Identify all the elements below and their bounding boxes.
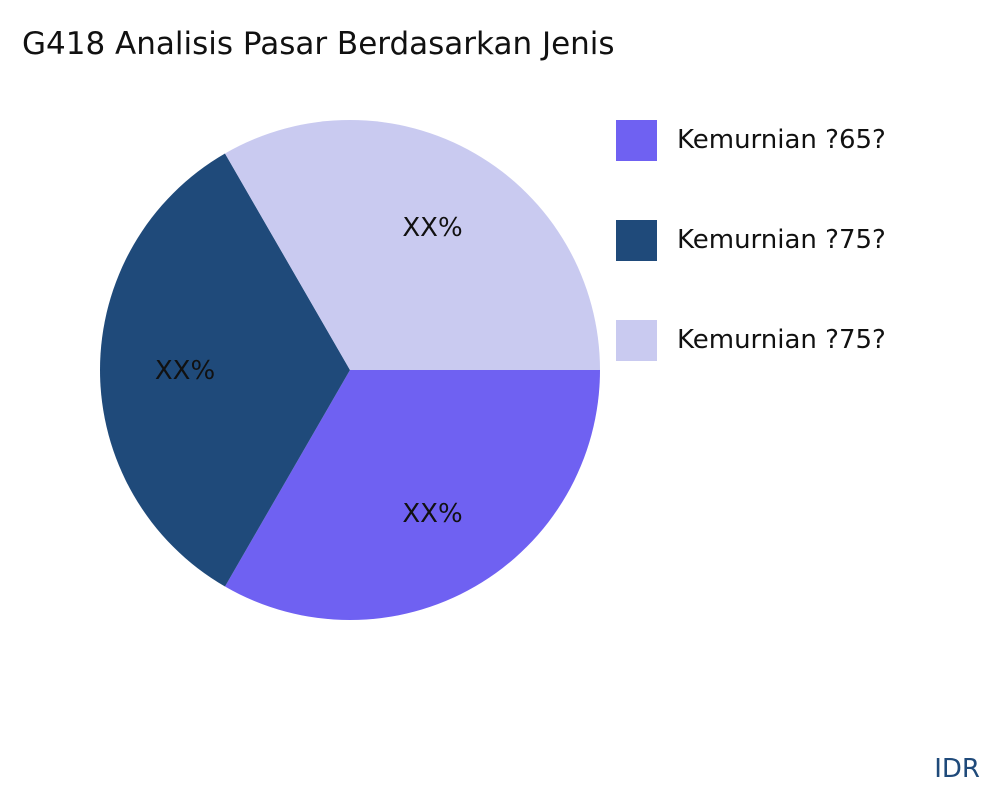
legend-label: Kemurnian ?75? [677, 225, 886, 255]
pie-slice[interactable] [225, 370, 600, 620]
slice-data-label: XX% [402, 499, 462, 529]
legend-swatch [616, 219, 657, 261]
slice-data-label: XX% [155, 356, 215, 386]
slice-data-label: XX% [402, 213, 462, 243]
chart-title: G418 Analisis Pasar Berdasarkan Jenis [22, 26, 615, 62]
legend-item[interactable]: Kemurnian ?65? [616, 119, 886, 161]
legend-swatch [616, 319, 657, 361]
legend-item[interactable]: Kemurnian ?75? [616, 219, 886, 261]
legend-item[interactable]: Kemurnian ?75? [616, 319, 886, 361]
legend-swatch [616, 119, 657, 161]
pie-slice[interactable] [225, 119, 600, 370]
source-label: IDR [934, 754, 980, 784]
legend-label: Kemurnian ?65? [677, 125, 886, 155]
legend-label: Kemurnian ?75? [677, 325, 886, 355]
legend: Kemurnian ?65? Kemurnian ?75? Kemurnian … [616, 119, 886, 420]
